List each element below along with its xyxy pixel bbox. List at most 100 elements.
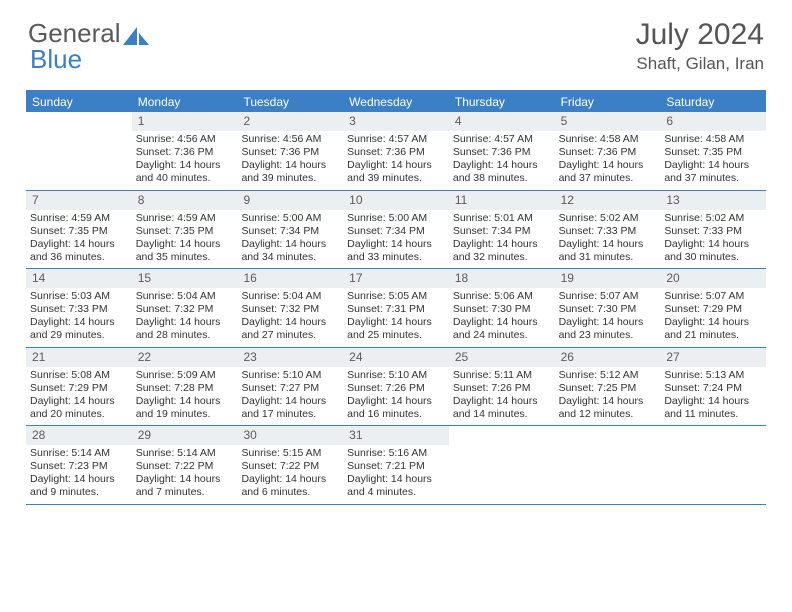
day-number: 3 [343,112,449,131]
day-line: Daylight: 14 hours [664,238,762,251]
day-body: Sunrise: 5:07 AMSunset: 7:30 PMDaylight:… [555,288,661,347]
day-line: Daylight: 14 hours [241,159,339,172]
day-number: 13 [660,191,766,210]
day-line: and 12 minutes. [559,408,657,421]
day-body: Sunrise: 5:00 AMSunset: 7:34 PMDaylight:… [343,210,449,269]
day-body: Sunrise: 5:06 AMSunset: 7:30 PMDaylight:… [449,288,555,347]
day-line: Sunrise: 5:03 AM [30,290,128,303]
day-line: and 9 minutes. [30,486,128,499]
day-line: Daylight: 14 hours [347,395,445,408]
week-3: 14Sunrise: 5:03 AMSunset: 7:33 PMDayligh… [26,269,766,348]
day-body: Sunrise: 5:15 AMSunset: 7:22 PMDaylight:… [237,445,343,504]
day-line: and 24 minutes. [453,329,551,342]
day-31: 31Sunrise: 5:16 AMSunset: 7:21 PMDayligh… [343,426,449,504]
day-line: Sunrise: 5:04 AM [241,290,339,303]
day-line: and 7 minutes. [136,486,234,499]
day-line: Daylight: 14 hours [136,395,234,408]
day-number: 30 [237,426,343,445]
day-14: 14Sunrise: 5:03 AMSunset: 7:33 PMDayligh… [26,269,132,347]
day-empty [26,112,132,190]
day-11: 11Sunrise: 5:01 AMSunset: 7:34 PMDayligh… [449,191,555,269]
day-7: 7Sunrise: 4:59 AMSunset: 7:35 PMDaylight… [26,191,132,269]
day-line: Sunrise: 5:14 AM [30,447,128,460]
day-line: Daylight: 14 hours [241,473,339,486]
day-line: Sunset: 7:28 PM [136,382,234,395]
day-number: 22 [132,348,238,367]
day-line: and 11 minutes. [664,408,762,421]
day-line: Daylight: 14 hours [30,395,128,408]
day-line: and 25 minutes. [347,329,445,342]
day-line: and 38 minutes. [453,172,551,185]
day-body: Sunrise: 5:14 AMSunset: 7:23 PMDaylight:… [26,445,132,504]
day-line: Daylight: 14 hours [241,395,339,408]
dow-saturday: Saturday [660,92,766,112]
day-line: Daylight: 14 hours [347,159,445,172]
day-line: and 30 minutes. [664,251,762,264]
day-line: and 35 minutes. [136,251,234,264]
day-line: Sunrise: 5:15 AM [241,447,339,460]
day-19: 19Sunrise: 5:07 AMSunset: 7:30 PMDayligh… [555,269,661,347]
day-25: 25Sunrise: 5:11 AMSunset: 7:26 PMDayligh… [449,348,555,426]
day-line: Sunrise: 4:56 AM [136,133,234,146]
day-line: Sunset: 7:21 PM [347,460,445,473]
day-line: and 21 minutes. [664,329,762,342]
day-line: Sunset: 7:32 PM [136,303,234,316]
day-line: Sunrise: 5:13 AM [664,369,762,382]
day-body: Sunrise: 4:56 AMSunset: 7:36 PMDaylight:… [237,131,343,190]
day-body [660,445,766,451]
day-body: Sunrise: 5:04 AMSunset: 7:32 PMDaylight:… [132,288,238,347]
day-line: Daylight: 14 hours [559,395,657,408]
day-line: and 39 minutes. [241,172,339,185]
dow-row: SundayMondayTuesdayWednesdayThursdayFrid… [26,92,766,112]
day-number: 25 [449,348,555,367]
day-line: Sunset: 7:34 PM [241,225,339,238]
day-number: 29 [132,426,238,445]
day-number: 10 [343,191,449,210]
day-line: Daylight: 14 hours [136,238,234,251]
day-line: Daylight: 14 hours [664,316,762,329]
day-body: Sunrise: 5:05 AMSunset: 7:31 PMDaylight:… [343,288,449,347]
day-8: 8Sunrise: 4:59 AMSunset: 7:35 PMDaylight… [132,191,238,269]
day-line: Sunset: 7:36 PM [559,146,657,159]
day-line: Sunset: 7:35 PM [136,225,234,238]
day-body: Sunrise: 5:11 AMSunset: 7:26 PMDaylight:… [449,367,555,426]
day-line: and 29 minutes. [30,329,128,342]
day-line: Sunset: 7:31 PM [347,303,445,316]
day-line: Sunset: 7:22 PM [136,460,234,473]
dow-monday: Monday [132,92,238,112]
day-line: Sunset: 7:33 PM [664,225,762,238]
day-line: Daylight: 14 hours [347,316,445,329]
day-line: Sunset: 7:24 PM [664,382,762,395]
day-line: Sunset: 7:33 PM [559,225,657,238]
week-2: 7Sunrise: 4:59 AMSunset: 7:35 PMDaylight… [26,191,766,270]
day-line: Sunset: 7:26 PM [347,382,445,395]
day-line: Daylight: 14 hours [136,159,234,172]
day-number: 24 [343,348,449,367]
day-line: Sunrise: 5:05 AM [347,290,445,303]
day-line: Daylight: 14 hours [559,316,657,329]
day-number: 2 [237,112,343,131]
day-body [449,445,555,451]
day-13: 13Sunrise: 5:02 AMSunset: 7:33 PMDayligh… [660,191,766,269]
day-line: Sunset: 7:35 PM [664,146,762,159]
day-20: 20Sunrise: 5:07 AMSunset: 7:29 PMDayligh… [660,269,766,347]
day-line: Sunset: 7:36 PM [136,146,234,159]
day-21: 21Sunrise: 5:08 AMSunset: 7:29 PMDayligh… [26,348,132,426]
day-line: Daylight: 14 hours [453,316,551,329]
day-number: 7 [26,191,132,210]
day-number: 26 [555,348,661,367]
day-number: 8 [132,191,238,210]
day-line: Daylight: 14 hours [347,238,445,251]
day-22: 22Sunrise: 5:09 AMSunset: 7:28 PMDayligh… [132,348,238,426]
day-line: Daylight: 14 hours [30,316,128,329]
day-line: and 14 minutes. [453,408,551,421]
day-number: 23 [237,348,343,367]
day-line: and 36 minutes. [30,251,128,264]
day-number: 28 [26,426,132,445]
day-line: and 6 minutes. [241,486,339,499]
day-number: 18 [449,269,555,288]
day-line: Daylight: 14 hours [664,159,762,172]
day-line: Sunset: 7:25 PM [559,382,657,395]
day-line: Daylight: 14 hours [664,395,762,408]
dow-friday: Friday [555,92,661,112]
